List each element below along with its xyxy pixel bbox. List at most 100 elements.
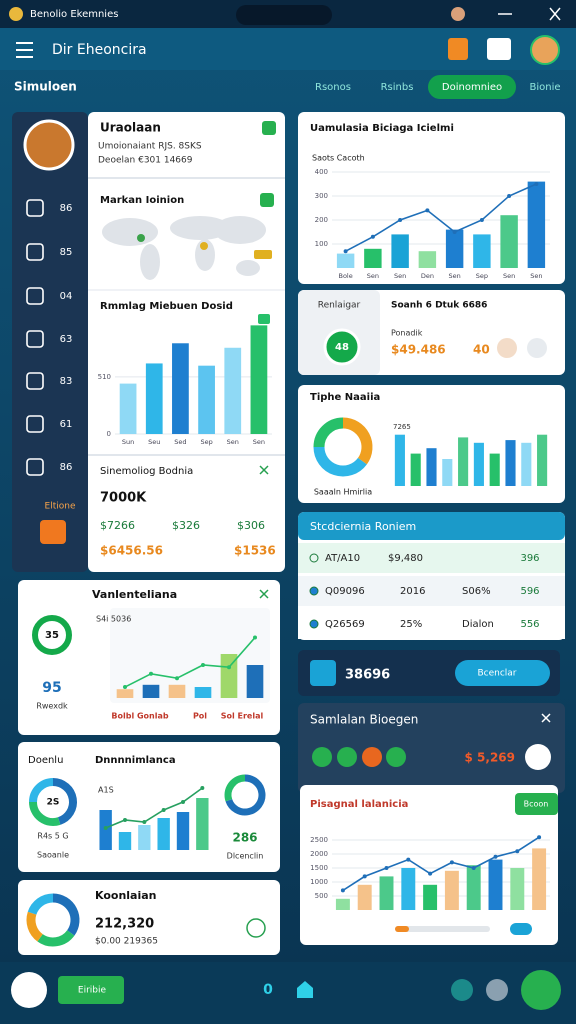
bar xyxy=(379,876,394,910)
user-avatar[interactable] xyxy=(530,35,560,65)
donut-segment xyxy=(224,774,246,802)
bar xyxy=(246,665,264,698)
kpi-value: 95 xyxy=(42,680,61,696)
action-icon[interactable] xyxy=(337,747,357,767)
bar xyxy=(444,870,459,910)
button-label[interactable]: Bcoon xyxy=(524,800,549,809)
donut-center: 2S xyxy=(47,798,60,808)
x-tick-label: Sun xyxy=(122,438,134,446)
card xyxy=(18,880,280,955)
line-point xyxy=(406,857,411,862)
bar xyxy=(489,453,500,486)
x-tick-label: Seu xyxy=(148,438,160,446)
button-label[interactable]: Bcenclar xyxy=(477,669,516,679)
bar xyxy=(488,859,503,910)
nav-button[interactable] xyxy=(58,976,124,1004)
map-land xyxy=(195,239,215,271)
nav-center[interactable]: 0 xyxy=(263,982,273,998)
toggle[interactable] xyxy=(510,923,532,935)
bar xyxy=(172,343,189,434)
kpi-value: $49.486 xyxy=(391,343,446,357)
card-title: Tiphe Naaiia xyxy=(310,392,380,403)
line-point xyxy=(123,685,127,689)
tab[interactable]: Doinomnieo xyxy=(442,82,502,93)
bar xyxy=(335,898,350,910)
sidebar-icon[interactable] xyxy=(26,287,44,305)
bar xyxy=(196,798,209,850)
sidebar-icon[interactable] xyxy=(26,415,44,433)
y-tick-label: 0 xyxy=(107,430,111,438)
button-label[interactable]: Eiribie xyxy=(78,986,107,996)
kpi-caption: Dlcenclin xyxy=(227,852,264,861)
stat-value: $7266 xyxy=(100,519,135,532)
line-point xyxy=(200,786,205,790)
action-icon[interactable] xyxy=(525,744,551,770)
line-point xyxy=(428,871,433,876)
sidebar-icon[interactable] xyxy=(26,330,44,348)
x-tick-label: Sen xyxy=(367,272,379,280)
tab-active[interactable] xyxy=(428,75,516,99)
nav-icon[interactable] xyxy=(486,979,508,1001)
card xyxy=(18,742,280,872)
bar xyxy=(224,347,242,434)
stat-value: $326 xyxy=(172,519,200,532)
tab[interactable]: Rsinbs xyxy=(381,82,414,93)
table-cell: 596 xyxy=(520,586,539,597)
sidebar-value: 86 xyxy=(60,203,73,214)
promo-button[interactable] xyxy=(455,660,550,686)
header-button[interactable] xyxy=(448,38,468,60)
tab[interactable]: Bionie xyxy=(529,82,560,93)
sidebar-value: 85 xyxy=(60,247,73,258)
row-icon xyxy=(309,553,319,563)
progress-track xyxy=(395,926,490,932)
line-point xyxy=(201,663,205,667)
nav-home[interactable] xyxy=(11,972,47,1008)
bar xyxy=(357,884,372,910)
line-point xyxy=(103,826,108,830)
table-header xyxy=(298,512,565,540)
nav-icon[interactable] xyxy=(451,979,473,1001)
nav-action[interactable] xyxy=(521,970,561,1010)
y-tick-label: 1500 xyxy=(310,864,328,872)
line-point xyxy=(384,866,389,870)
y-tick-label: 500 xyxy=(315,892,328,900)
profile-avatar xyxy=(23,119,75,171)
line-point xyxy=(534,182,539,186)
app-logo xyxy=(9,7,23,21)
donut-segment xyxy=(29,801,61,826)
status-title: Benolio Ekemnies xyxy=(30,9,118,20)
y-tick-label: 510 xyxy=(98,373,111,381)
sidebar-icon[interactable] xyxy=(26,243,44,261)
donut-segment xyxy=(26,911,43,942)
sidebar-badge xyxy=(40,520,66,544)
action-icon[interactable] xyxy=(386,747,406,767)
line-point xyxy=(493,854,498,859)
map-tag xyxy=(254,250,272,259)
table-cell: 2016 xyxy=(400,586,425,597)
donut-segment xyxy=(225,774,266,816)
action-icon[interactable] xyxy=(312,747,332,767)
map-land xyxy=(236,260,260,276)
bar xyxy=(220,654,238,698)
card-button[interactable] xyxy=(515,793,558,815)
tab[interactable]: Rsonos xyxy=(315,82,351,93)
bar xyxy=(521,442,532,486)
sidebar-icon[interactable] xyxy=(26,372,44,390)
row-icon xyxy=(309,586,319,596)
y-tick-label: 200 xyxy=(315,216,328,224)
chart-footer: Pol xyxy=(193,712,207,721)
sidebar-icon[interactable] xyxy=(26,458,44,476)
donut-caption: Saaaln Hmirlia xyxy=(314,488,372,497)
nav-icon[interactable] xyxy=(297,981,313,998)
action-icon[interactable] xyxy=(362,747,382,767)
check-badge xyxy=(260,193,274,207)
donut-segment xyxy=(52,778,77,825)
action-icon[interactable] xyxy=(246,918,266,938)
header-button[interactable] xyxy=(487,38,511,60)
kpi-value: 40 xyxy=(473,343,490,357)
line-point xyxy=(161,808,166,812)
sidebar-icon[interactable] xyxy=(26,199,44,217)
bar xyxy=(510,868,525,910)
status-avatar xyxy=(451,7,465,21)
bar xyxy=(473,234,491,268)
